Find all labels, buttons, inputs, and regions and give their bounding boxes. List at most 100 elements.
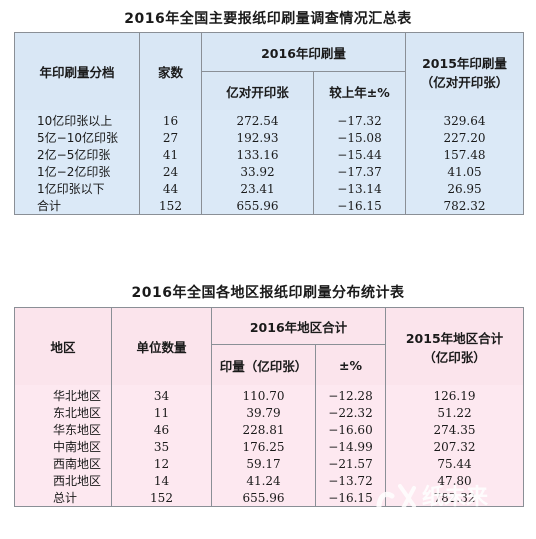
cell-2016-change: −16.60 — [315, 421, 387, 438]
cell-2016-volume: 655.96 — [201, 197, 314, 215]
cell-2016-change: −15.08 — [313, 129, 407, 146]
cell-2015-volume: 47.80 — [385, 472, 524, 489]
table-row: 总计 152 655.96 −16.15 782.32 — [14, 489, 524, 507]
row-label: 华东地区 — [14, 421, 112, 438]
row-label: 1亿印张以下 — [14, 180, 140, 197]
cell-2015-volume: 782.32 — [405, 197, 524, 215]
cell-2016-volume: 33.92 — [201, 163, 314, 180]
table-row: 华北地区 34 110.70 −12.28 126.19 — [14, 385, 524, 404]
row-label: 华北地区 — [14, 385, 112, 404]
cell-2015-volume: 329.64 — [405, 110, 524, 129]
cell-2016-change: −15.44 — [313, 146, 407, 163]
watermark-logo: 纸未来 www.51zwl.com — [376, 484, 508, 529]
cell-2015-volume: 26.95 — [405, 180, 524, 197]
cell-2016-change: −22.32 — [315, 404, 387, 421]
row-label: 1亿−2亿印张 — [14, 163, 140, 180]
row-label: 西南地区 — [14, 455, 112, 472]
cell-2015-volume: 75.44 — [385, 455, 524, 472]
row-label: 10亿印张以上 — [14, 110, 140, 129]
table-row: 10亿印张以上 16 272.54 −17.32 329.64 — [14, 110, 524, 129]
cell-2016-change: −17.32 — [313, 110, 407, 129]
cell-2016-change: −13.72 — [315, 472, 387, 489]
row-label: 合计 — [14, 197, 140, 215]
table-row: 1亿印张以下 44 23.41 −13.14 26.95 — [14, 180, 524, 197]
row-label: 2亿−5亿印张 — [14, 146, 140, 163]
header-tier: 年印刷量分档 — [14, 32, 140, 110]
cell-2016-volume: 228.81 — [211, 421, 316, 438]
regional-distribution-table: 地区 单位数量 2016年地区合计 2015年地区合计 （亿印张） 印量（亿印张… — [14, 307, 525, 507]
cell-2016-change: −17.37 — [313, 163, 407, 180]
header-2016-change: 较上年±% — [313, 71, 407, 110]
header-unit-count: 单位数量 — [111, 307, 212, 385]
header-2016-group: 2016年印刷量 — [201, 32, 407, 72]
watermark-text: 纸未来 — [422, 484, 489, 510]
header-count: 家数 — [139, 32, 202, 110]
header-2016-volume: 印量（亿印张） — [211, 344, 316, 385]
cell-2016-volume: 272.54 — [201, 110, 314, 129]
cell-2016-change: −14.99 — [315, 438, 387, 455]
cell-count: 12 — [111, 455, 212, 472]
print-volume-summary-table: 年印刷量分档 家数 2016年印刷量 2015年印刷量 （亿对开印张） 亿对开印… — [14, 32, 525, 215]
row-label: 东北地区 — [14, 404, 112, 421]
table-row: 西北地区 14 41.24 −13.72 47.80 — [14, 472, 524, 489]
cell-count: 14 — [111, 472, 212, 489]
cell-2016-volume: 23.41 — [201, 180, 314, 197]
table-row: 东北地区 11 39.79 −22.32 51.22 — [14, 404, 524, 421]
row-label: 中南地区 — [14, 438, 112, 455]
table2-title: 2016年全国各地区报纸印刷量分布统计表 — [131, 285, 405, 301]
header-2015: 2015年地区合计 （亿印张） — [385, 307, 524, 385]
table-row: 华东地区 46 228.81 −16.60 274.35 — [14, 421, 524, 438]
header-2016-change: ±% — [315, 344, 387, 385]
cell-2016-change: −21.57 — [315, 455, 387, 472]
cell-2015-volume: 207.32 — [385, 438, 524, 455]
cell-2016-volume: 655.96 — [211, 489, 316, 507]
cell-2016-volume: 176.25 — [211, 438, 316, 455]
cell-2015-volume: 274.35 — [385, 421, 524, 438]
cell-2016-volume: 133.16 — [201, 146, 314, 163]
cell-count: 152 — [111, 489, 212, 507]
table-row: 5亿−10亿印张 27 192.93 −15.08 227.20 — [14, 129, 524, 146]
cell-2015-volume: 126.19 — [385, 385, 524, 404]
table1-title: 2016年全国主要报纸印刷量调查情况汇总表 — [124, 11, 412, 27]
cell-2015-volume: 157.48 — [405, 146, 524, 163]
cell-2015-volume: 782.32 — [385, 489, 524, 507]
header-2015-line2: （亿对开印张） — [420, 74, 509, 90]
cell-2015-volume: 51.22 — [385, 404, 524, 421]
header-2015-line1: 2015年印刷量 — [422, 55, 507, 71]
cell-count: 24 — [139, 163, 202, 180]
cell-2015-volume: 227.20 — [405, 129, 524, 146]
cell-count: 152 — [139, 197, 202, 215]
cell-2016-change: −16.15 — [313, 197, 407, 215]
cell-count: 44 — [139, 180, 202, 197]
cell-count: 35 — [111, 438, 212, 455]
cell-2016-volume: 59.17 — [211, 455, 316, 472]
cell-count: 27 — [139, 129, 202, 146]
header-2015-line2: （亿印张） — [423, 349, 486, 365]
header-region: 地区 — [14, 307, 112, 385]
cell-2016-change: −12.28 — [315, 385, 387, 404]
cell-count: 41 — [139, 146, 202, 163]
table-row: 2亿−5亿印张 41 133.16 −15.44 157.48 — [14, 146, 524, 163]
cell-count: 46 — [111, 421, 212, 438]
cell-2016-volume: 41.24 — [211, 472, 316, 489]
cell-2016-change: −16.15 — [315, 489, 387, 507]
header-2015-line1: 2015年地区合计 — [405, 330, 504, 346]
row-label: 5亿−10亿印张 — [14, 129, 140, 146]
row-label: 西北地区 — [14, 472, 112, 489]
cell-2016-change: −13.14 — [313, 180, 407, 197]
watermark-url: www.51zwl.com — [428, 518, 508, 529]
cell-2016-volume: 192.93 — [201, 129, 314, 146]
row-label: 总计 — [14, 489, 112, 507]
header-2015: 2015年印刷量 （亿对开印张） — [405, 32, 524, 110]
table-row: 1亿−2亿印张 24 33.92 −17.37 41.05 — [14, 163, 524, 180]
cell-2015-volume: 41.05 — [405, 163, 524, 180]
cell-count: 16 — [139, 110, 202, 129]
header-2016-volume: 亿对开印张 — [201, 71, 314, 110]
table-row: 合计 152 655.96 −16.15 782.32 — [14, 197, 524, 215]
cell-2016-volume: 39.79 — [211, 404, 316, 421]
header-2016-group: 2016年地区合计 — [211, 307, 387, 345]
table-row: 西南地区 12 59.17 −21.57 75.44 — [14, 455, 524, 472]
cell-2016-volume: 110.70 — [211, 385, 316, 404]
cell-count: 34 — [111, 385, 212, 404]
cell-count: 11 — [111, 404, 212, 421]
